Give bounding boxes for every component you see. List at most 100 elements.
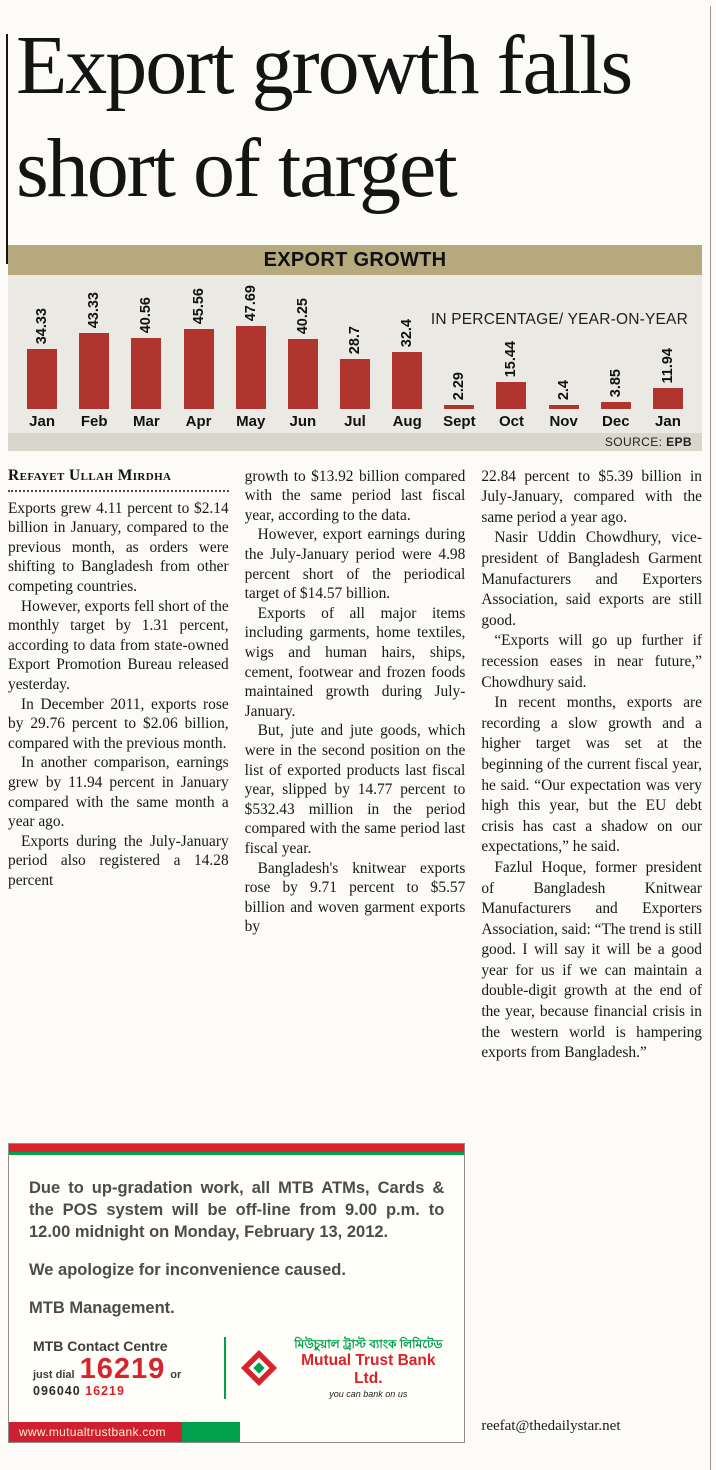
article-paragraph: growth to $13.92 billion compared with t… (244, 467, 466, 524)
alt-number-prefix: 096040 (33, 1384, 81, 1399)
bar-value-label: 45.56 (190, 288, 207, 325)
ad-top-green-stripe (9, 1151, 465, 1155)
bar-7-aug: 32.4 Aug (381, 281, 433, 433)
bar-9-oct: 15.44 Oct (485, 281, 537, 433)
bar (600, 401, 631, 409)
contact-centre-block: MTB Contact Centre just dial 16219 or 09… (33, 1338, 220, 1398)
byline-rule (8, 489, 229, 492)
bar (548, 404, 579, 409)
contact-centre-title: MTB Contact Centre (33, 1338, 168, 1355)
bar-month-label: Oct (498, 412, 524, 430)
article-paragraph: In recent months, exports are recording … (481, 694, 702, 856)
hotline-number: 16219 (79, 1353, 166, 1386)
alt-number-row: 096040 16219 (33, 1384, 220, 1398)
article-paragraph: 22.84 percent to $5.39 billion in July-J… (481, 467, 702, 526)
chart-title: EXPORT GROWTH (8, 244, 702, 275)
bar-month-label: Mar (133, 412, 160, 430)
article-body: Refayet Ullah Mirdha Exports grew 4.11 p… (8, 467, 702, 1443)
bar-1-feb: 43.33 Feb (68, 281, 120, 433)
headline: Export growth falls short of target (16, 19, 633, 216)
ad-notice-block: Due to up-gradation work, all MTB ATMs, … (9, 1155, 464, 1335)
bar-11-dec: 3.85 Dec (590, 281, 642, 433)
ad-vertical-divider (224, 1337, 227, 1400)
bar-month-label: Dec (602, 412, 630, 430)
bar-month-label: Aug (392, 412, 422, 430)
article-column-1: Refayet Ullah Mirdha Exports grew 4.11 p… (8, 467, 229, 1135)
bank-name-bengali: মিউচুয়াল ট্রাস্ট ব্যাংক লিমিটেড (294, 1336, 443, 1351)
export-growth-chart: EXPORT GROWTH IN PERCENTAGE/ YEAR-ON-YEA… (8, 244, 702, 451)
hotline-row: just dial 16219 or (33, 1354, 220, 1384)
column-1-paragraphs: Exports grew 4.11 percent to $2.14 billi… (8, 499, 229, 891)
ad-top-red-stripe (9, 1143, 465, 1152)
bank-brand-block: মিউচুয়াল ট্রাস্ট ব্যাংক লিমিটেড Mutual … (240, 1337, 450, 1400)
article-paragraph: But, jute and jute goods, which were in … (244, 722, 466, 857)
ad-apology-text: We apologize for inconvenience caused. (29, 1260, 346, 1279)
mtb-logo-icon (241, 1350, 278, 1387)
article-paragraph: However, export earnings during the July… (244, 526, 466, 603)
bar-0-jan: 34.33 Jan (16, 281, 68, 433)
mtb-advertisement: Due to up-gradation work, all MTB ATMs, … (8, 1142, 466, 1443)
bar-value-label: 3.85 (607, 369, 624, 398)
bar-series: 34.33 Jan 43.33 Feb 40.56 Mar 45.56 Apr 47.69 May… (16, 281, 694, 433)
article-paragraph: Fazlul Hoque, former president of Bangla… (481, 858, 702, 1062)
article-paragraph: Exports grew 4.11 percent to $2.14 billi… (8, 499, 229, 595)
bank-name-block: মিউচুয়াল ট্রাস্ট ব্যাংক লিমিটেড Mutual … (286, 1337, 450, 1400)
bar-12-jan: 11.94 Jan (642, 281, 694, 433)
bar-8-sept: 2.29 Sept (433, 281, 485, 433)
bar (131, 337, 162, 409)
bar-month-label: Nov (549, 412, 578, 430)
column-3-paragraphs: 22.84 percent to $5.39 billion in July-J… (481, 467, 702, 1064)
article-paragraph: Nasir Uddin Chowdhury, vice-president of… (481, 529, 702, 629)
bank-name-english: Mutual Trust Bank Ltd. (301, 1351, 436, 1387)
source-label: SOURCE: (604, 434, 663, 449)
bar-value-label: 15.44 (503, 341, 520, 378)
bar-2-mar: 40.56 Mar (120, 281, 172, 433)
bar-value-label: 34.33 (34, 308, 51, 345)
bar-value-label: 2.29 (451, 372, 468, 401)
article-column-2: growth to $13.92 billion compared with t… (245, 467, 466, 1135)
alt-number: 16219 (85, 1384, 125, 1399)
website-bar-row: www.mutualtrustbank.com (9, 1421, 464, 1442)
bar-value-label: 11.94 (659, 348, 676, 384)
bar (340, 358, 371, 409)
bar-value-label: 40.56 (138, 297, 155, 334)
chart-plot-area: IN PERCENTAGE/ YEAR-ON-YEAR 34.33 Jan 43.3… (8, 274, 702, 433)
bar-value-label: 43.33 (86, 292, 103, 329)
bar (496, 381, 527, 409)
bar-month-label: Jun (289, 412, 317, 430)
bar (444, 404, 475, 409)
bar-month-label: Jul (344, 412, 366, 430)
headline-left-rule (6, 34, 8, 264)
bar-value-label: 28.7 (347, 326, 364, 355)
article-paragraph: Exports of all major items including gar… (244, 604, 466, 720)
bar-6-jul: 28.7 Jul (329, 281, 381, 433)
bar-month-label: Jan (29, 412, 55, 430)
website-url: www.mutualtrustbank.com (9, 1421, 182, 1442)
bar-month-label: Apr (185, 412, 212, 430)
bar-4-may: 47.69 May (225, 281, 277, 433)
bar-month-label: Feb (80, 412, 108, 430)
bar-value-label: 32.4 (399, 319, 416, 348)
bar-month-label: Jan (655, 412, 681, 430)
bar (79, 332, 110, 409)
ad-footer: MTB Contact Centre just dial 16219 or 09… (9, 1337, 464, 1400)
column-divider-rule (710, 6, 711, 1470)
bar-month-label: Sept (443, 412, 476, 430)
bar-value-label: 47.69 (242, 285, 259, 322)
article-paragraph: In December 2011, exports rose by 29.76 … (8, 695, 229, 752)
bar (235, 325, 266, 409)
bar-5-jun: 40.25 Jun (277, 281, 329, 433)
just-dial-label: just dial (33, 1369, 75, 1382)
article-paragraph: Bangladesh's knitwear exports rose by 9.… (244, 859, 466, 936)
bar-month-label: May (236, 412, 266, 430)
column-2-paragraphs: growth to $13.92 billion compared with t… (245, 467, 466, 937)
article-paragraph: “Exports will go up further if recession… (481, 632, 702, 691)
or-label: or (170, 1369, 182, 1382)
bar (27, 348, 58, 409)
author-email: reefat@thedailystar.net (481, 1417, 621, 1434)
bar-3-apr: 45.56 Apr (172, 281, 224, 433)
chart-subtitle: IN PERCENTAGE/ YEAR-ON-YEAR (430, 310, 688, 328)
bar (287, 338, 318, 409)
article-paragraph: In another comparison, earnings grew by … (8, 754, 229, 831)
article-paragraph: Exports during the July-January period a… (8, 832, 229, 889)
